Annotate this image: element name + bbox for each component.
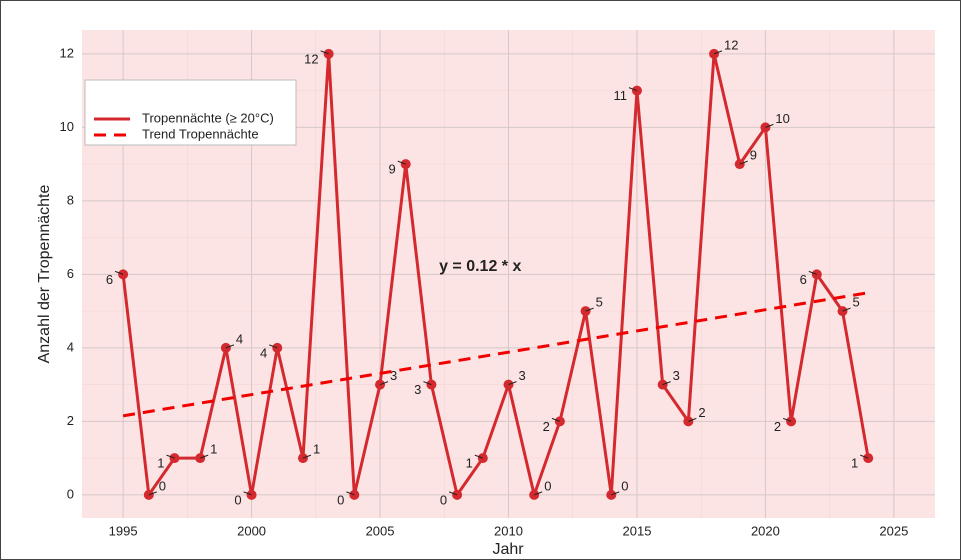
data-label: 1 — [466, 456, 473, 471]
x-tick-label: 2010 — [494, 523, 523, 538]
label-leader — [166, 454, 175, 459]
label-leader — [320, 50, 329, 55]
data-label: 1 — [210, 442, 217, 457]
label-leader — [448, 491, 458, 496]
y-tick-label: 0 — [67, 486, 74, 501]
data-label: 3 — [390, 368, 397, 383]
data-label: 1 — [313, 442, 320, 457]
x-tick-label: 2015 — [623, 523, 652, 538]
y-tick-label: 12 — [60, 45, 74, 60]
x-axis-title: Jahr — [492, 541, 524, 558]
data-label: 3 — [673, 368, 680, 383]
data-label: 4 — [260, 345, 267, 360]
legend-label: Trend Tropennächte — [142, 126, 259, 141]
legend-label: Tropennächte (≥ 20°C) — [142, 110, 274, 125]
data-label: 12 — [304, 51, 318, 66]
annotation: y = 0.12 * x — [439, 258, 521, 275]
label-leader — [860, 454, 869, 459]
label-leader — [423, 381, 432, 386]
trend-line — [122, 291, 869, 418]
data-label: 1 — [157, 456, 164, 471]
legend: Tropennächte (≥ 20°C)Trend Tropennächte — [84, 79, 297, 146]
label-leader — [200, 454, 209, 459]
y-tick-label: 2 — [67, 413, 74, 428]
label-leader — [662, 381, 671, 386]
y-axis-title: Anzahl der Tropennächte — [36, 185, 53, 364]
x-tick-label: 2020 — [751, 523, 780, 538]
label-leader — [302, 454, 312, 459]
data-label: 2 — [698, 405, 705, 420]
x-tick-label: 2005 — [366, 523, 395, 538]
x-tick-label: 2025 — [879, 523, 908, 538]
label-leader — [688, 417, 697, 422]
label-leader — [782, 417, 792, 422]
label-leader — [551, 417, 561, 422]
data-label: 9 — [388, 162, 395, 177]
data-label: 11 — [613, 88, 627, 103]
label-leader — [225, 344, 235, 349]
data-label: 6 — [106, 272, 113, 287]
label-leader — [628, 87, 638, 92]
data-label: 0 — [440, 492, 447, 507]
label-leader — [397, 160, 406, 165]
label-leader — [739, 160, 748, 165]
data-label: 1 — [851, 456, 858, 471]
y-tick-label: 4 — [67, 339, 74, 354]
data-label: 5 — [596, 295, 603, 310]
data-label: 2 — [774, 419, 781, 434]
label-leader — [346, 491, 355, 496]
data-label: 0 — [621, 478, 628, 493]
label-leader — [611, 491, 620, 496]
data-label: 0 — [337, 492, 344, 507]
label-leader — [585, 307, 594, 312]
label-leader — [842, 307, 851, 312]
data-line — [121, 52, 870, 497]
data-label: 0 — [159, 478, 166, 493]
y-tick-label: 10 — [60, 119, 74, 134]
data-label: 9 — [750, 148, 757, 163]
label-leader — [765, 123, 774, 128]
data-label: 3 — [414, 382, 421, 397]
data-label: 0 — [234, 492, 241, 507]
label-leader — [808, 270, 817, 275]
label-leader — [269, 344, 278, 349]
data-label: 12 — [724, 37, 738, 52]
data-label: 4 — [236, 331, 243, 346]
data-label: 10 — [775, 111, 789, 126]
data-label: 6 — [800, 272, 807, 287]
data-label: 2 — [543, 419, 550, 434]
data-label: 5 — [853, 295, 860, 310]
label-leader — [534, 491, 543, 496]
label-leader — [379, 381, 389, 386]
label-leader — [508, 381, 517, 386]
y-tick-label: 8 — [67, 192, 74, 207]
label-leader — [148, 491, 157, 496]
label-leader — [713, 50, 723, 55]
y-tick-label: 6 — [67, 266, 74, 281]
data-label: 0 — [544, 478, 551, 493]
label-leader — [474, 454, 483, 459]
label-leader — [114, 270, 124, 275]
data-label: 3 — [519, 368, 526, 383]
label-leader — [243, 491, 252, 496]
x-tick-label: 2000 — [237, 523, 266, 538]
x-tick-label: 1995 — [109, 523, 138, 538]
